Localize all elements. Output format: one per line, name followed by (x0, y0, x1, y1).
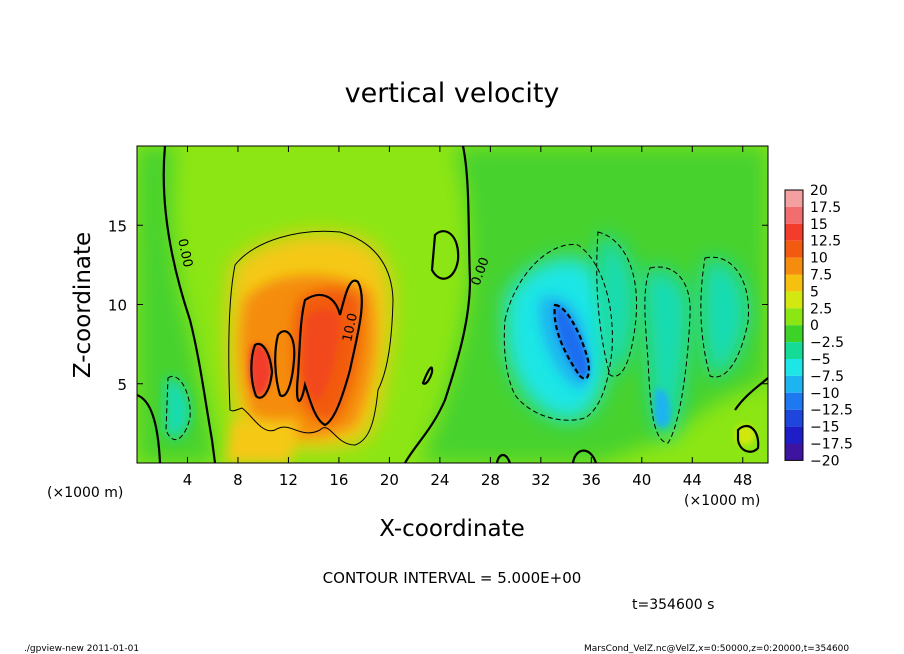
time-label: t=354600 s (632, 597, 714, 613)
y-tick-label: 5 (117, 376, 127, 394)
colorbar-label: 7.5 (810, 268, 832, 284)
colorbar-swatch (785, 342, 803, 359)
x-tick-label: 20 (380, 471, 399, 489)
colorbar-label: −7.5 (810, 369, 844, 385)
x-tick-label: 4 (183, 471, 193, 489)
colorbar-swatch (785, 240, 803, 258)
colorbar-swatch (785, 325, 803, 343)
colorbar: 2017.51512.5107.552.50−2.5−5−7.5−10−12.5… (784, 183, 853, 469)
y-axis-label: Z-coordinate (70, 232, 96, 378)
colorbar-label: −5 (810, 352, 831, 368)
x-axis: 4 8 12 16 20 24 28 32 36 40 44 48 (183, 146, 752, 489)
colorbar-label: 10 (810, 251, 828, 267)
colorbar-swatch (785, 359, 803, 376)
colorbar-label: −12.5 (810, 403, 853, 419)
colorbar-swatch (785, 392, 803, 410)
y-axis: 5 10 15 (108, 217, 768, 394)
footer-left: ./gpview-new 2011-01-01 (24, 644, 139, 654)
x-axis-label: X-coordinate (379, 516, 525, 542)
colorbar-swatch (785, 443, 803, 461)
x-unit-label-left: (×1000 m) (47, 485, 123, 501)
contour-interval: CONTOUR INTERVAL = 5.000E+00 (323, 569, 582, 587)
colorbar-swatch (785, 274, 803, 292)
x-tick-label: 8 (233, 471, 243, 489)
heatmap-field (137, 146, 768, 463)
x-tick-label: 28 (481, 471, 500, 489)
colorbar-label: 5 (810, 284, 819, 300)
x-tick-label: 36 (582, 471, 601, 489)
colorbar-swatch (785, 190, 803, 207)
chart-title: vertical velocity (345, 78, 560, 109)
colorbar-swatch (785, 375, 803, 393)
colorbar-label: 15 (810, 217, 828, 233)
contour-label: 10.0 (340, 312, 361, 343)
x-tick-label: 48 (733, 471, 752, 489)
colorbar-label: 2.5 (810, 301, 832, 317)
y-tick-label: 15 (108, 217, 127, 235)
colorbar-swatch (785, 257, 803, 275)
colorbar-swatch (785, 409, 803, 427)
x-tick-label: 40 (632, 471, 651, 489)
colorbar-label: 0 (810, 318, 819, 334)
contour-label: 0.00 (174, 237, 195, 268)
colorbar-swatch (785, 308, 803, 326)
colorbar-label: 17.5 (810, 200, 841, 216)
colorbar-label: −15 (810, 420, 840, 436)
colorbar-label: 12.5 (810, 234, 841, 250)
colorbar-label: −17.5 (810, 437, 853, 453)
x-tick-label: 32 (531, 471, 550, 489)
colorbar-label: −2.5 (810, 335, 844, 351)
colorbar-swatch (785, 206, 803, 224)
colorbar-label: 20 (810, 183, 828, 199)
contour-lines (137, 146, 768, 463)
x-tick-label: 16 (329, 471, 348, 489)
colorbar-swatch (785, 291, 803, 309)
x-tick-label: 44 (683, 471, 702, 489)
x-tick-label: 12 (279, 471, 298, 489)
y-tick-label: 10 (108, 297, 127, 315)
footer-right: MarsCond_VelZ.nc@VelZ,x=0:50000,z=0:2000… (584, 644, 849, 654)
colorbar-swatch (785, 426, 803, 444)
colorbar-swatch (785, 223, 803, 241)
x-unit-label-right: (×1000 m) (684, 493, 760, 509)
x-tick-label: 24 (430, 471, 449, 489)
colorbar-label: −20 (810, 453, 840, 469)
colorbar-label: −10 (810, 386, 840, 402)
colorbar-frame (784, 189, 804, 461)
